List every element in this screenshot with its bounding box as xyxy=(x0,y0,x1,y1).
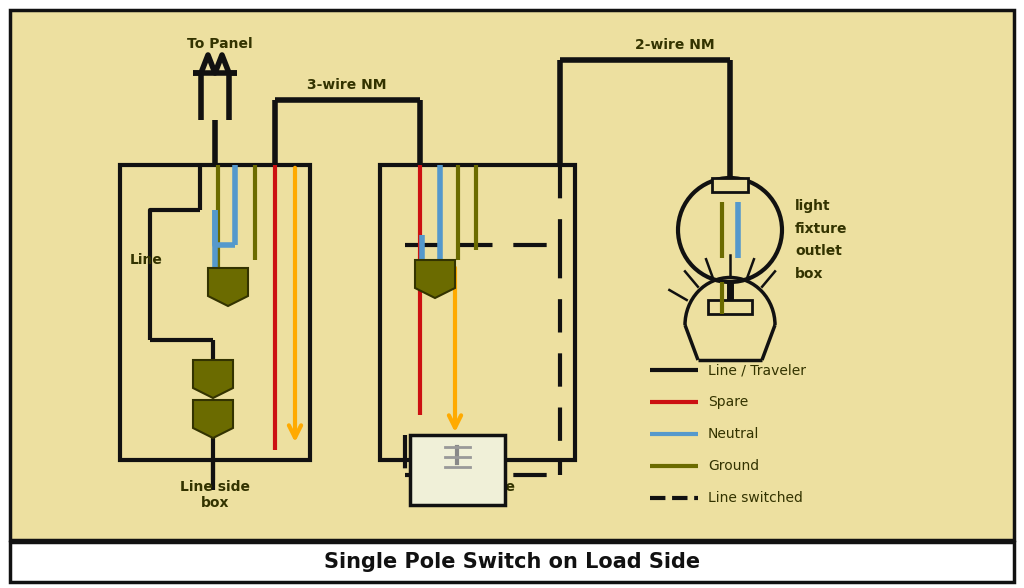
Text: Line switched: Line switched xyxy=(708,491,803,505)
Bar xyxy=(410,435,505,505)
Text: 2-wire NM: 2-wire NM xyxy=(635,38,715,52)
Text: Line side
box: Line side box xyxy=(180,480,250,510)
Bar xyxy=(10,542,1014,582)
Polygon shape xyxy=(208,268,248,306)
Circle shape xyxy=(678,178,782,282)
Text: Single Pole Switch on Load Side: Single Pole Switch on Load Side xyxy=(324,552,700,572)
Polygon shape xyxy=(193,400,233,438)
Bar xyxy=(120,165,310,460)
Text: 3-wire NM: 3-wire NM xyxy=(307,78,387,92)
Text: Ground: Ground xyxy=(708,459,759,473)
Text: Line / Traveler: Line / Traveler xyxy=(708,363,806,377)
Text: To Panel: To Panel xyxy=(187,37,253,51)
Text: Neutral: Neutral xyxy=(708,427,760,441)
Bar xyxy=(712,178,748,192)
Text: Spare: Spare xyxy=(708,395,749,409)
Polygon shape xyxy=(193,360,233,398)
Text: Line: Line xyxy=(130,253,163,267)
Bar xyxy=(380,165,575,460)
Text: Load side
box: Load side box xyxy=(439,480,514,510)
Text: light
fixture
outlet
box: light fixture outlet box xyxy=(795,199,848,281)
Bar xyxy=(708,300,752,314)
Polygon shape xyxy=(415,260,455,298)
